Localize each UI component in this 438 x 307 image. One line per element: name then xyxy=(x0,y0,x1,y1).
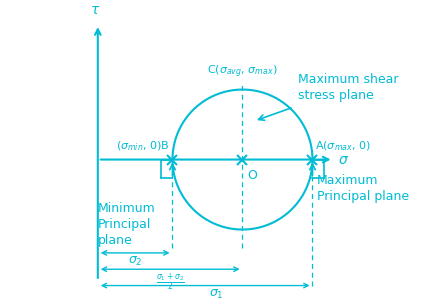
Text: O: O xyxy=(247,169,257,182)
Text: ($\sigma_{min}$, 0)B: ($\sigma_{min}$, 0)B xyxy=(117,139,170,153)
Text: Maximum shear
stress plane: Maximum shear stress plane xyxy=(298,73,399,102)
Text: $\tau$: $\tau$ xyxy=(90,3,101,17)
Text: C($\sigma_{avg}$, $\sigma_{max}$): C($\sigma_{avg}$, $\sigma_{max}$) xyxy=(207,64,278,80)
Text: $\sigma_2$: $\sigma_2$ xyxy=(128,255,142,268)
Text: $\frac{\sigma_1+\sigma_2}{2}$: $\frac{\sigma_1+\sigma_2}{2}$ xyxy=(156,272,184,293)
Text: $\sigma$: $\sigma$ xyxy=(338,153,349,166)
Text: A($\sigma_{max}$, 0): A($\sigma_{max}$, 0) xyxy=(315,139,371,153)
Text: Minimum
Principal
plane: Minimum Principal plane xyxy=(98,202,155,247)
Text: $\sigma_1$: $\sigma_1$ xyxy=(209,288,224,301)
Text: Maximum
Principal plane: Maximum Principal plane xyxy=(317,173,409,203)
